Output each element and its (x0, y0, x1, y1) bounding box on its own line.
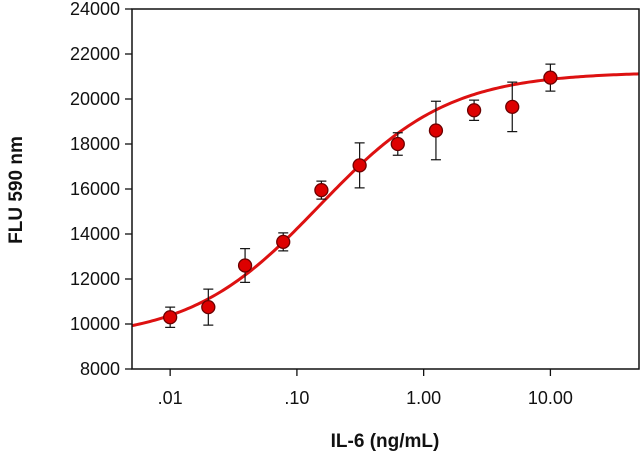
y-axis-title-group: FLU 590 nm (6, 136, 27, 244)
data-point (237, 258, 253, 273)
data-point (276, 234, 291, 250)
y-tick-label: 22000 (70, 44, 120, 64)
x-tick-label: 10.00 (528, 388, 573, 408)
y-tick-label: 20000 (70, 89, 120, 109)
x-tick-label: .10 (284, 388, 309, 408)
data-point (466, 103, 482, 118)
y-tick-label: 18000 (70, 134, 120, 154)
data-point (428, 123, 444, 138)
y-ticks: 8000 10000 12000 14000 16000 18000 20000 22000 2… (70, 0, 132, 379)
data-point (163, 310, 178, 325)
y-tick-label: 24000 (70, 0, 120, 19)
x-ticks: .01 .10 1.00 10.00 (158, 369, 573, 408)
plot-frame (131, 8, 640, 370)
fit-curve-layer (131, 72, 640, 328)
y-tick-label: 16000 (70, 179, 120, 199)
data-point (352, 158, 367, 173)
y-axis-title: FLU 590 nm (6, 136, 27, 244)
data-point (314, 182, 329, 198)
x-tick-label: .01 (158, 388, 183, 408)
data-point-layer (163, 70, 558, 325)
x-axis-title: IL-6 (ng/mL) (331, 431, 440, 452)
y-tick-label: 12000 (70, 269, 120, 289)
y-tick-label: 14000 (70, 224, 120, 244)
data-point (390, 136, 405, 152)
data-point (543, 70, 558, 85)
y-tick-label: 8000 (80, 359, 120, 379)
fit-curve (131, 72, 640, 328)
error-bar-layer (165, 63, 556, 328)
data-point (201, 299, 216, 315)
data-point (505, 99, 520, 115)
y-tick-label: 10000 (70, 314, 120, 334)
x-tick-label: 1.00 (406, 388, 441, 408)
